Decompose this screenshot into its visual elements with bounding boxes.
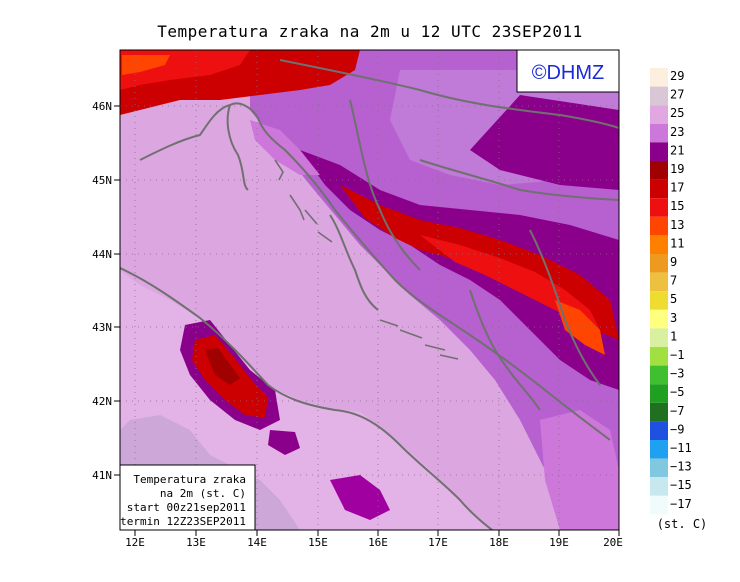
info-box: Temperatura zraka na 2m (st. C) start 00… — [119, 464, 256, 531]
lon-label-18e: 18E — [489, 536, 509, 549]
legend-swatch — [650, 347, 668, 366]
legend-label: 29 — [670, 69, 684, 83]
legend-swatch — [650, 161, 668, 180]
legend-swatch — [650, 458, 668, 478]
legend-label: 19 — [670, 162, 684, 176]
lat-axis: 46N 45N 44N 43N 42N 41N — [92, 100, 120, 482]
montenegro-hot — [555, 300, 605, 355]
legend-swatch — [650, 291, 668, 310]
legend-label: 11 — [670, 236, 684, 250]
legend-label: 25 — [670, 106, 684, 120]
legend-swatch — [650, 216, 668, 236]
color-legend: 29 27 25 23 21 19 17 15 13 11 9 7 5 3 1 −1 −3 −5 −7 −9 −11 −1… — [650, 68, 707, 531]
legend-swatch — [650, 68, 668, 87]
italy-hotspot-3 — [205, 348, 240, 385]
lat-label-42n: 42N — [92, 395, 112, 408]
watermark-text: ©DHMZ — [532, 62, 605, 84]
legend-swatch — [650, 365, 668, 385]
legend-unit: (st. C) — [657, 517, 708, 531]
legend-swatch — [650, 477, 668, 496]
legend-label: 13 — [670, 218, 684, 232]
watermark-box: ©DHMZ — [516, 49, 620, 93]
legend-label: −17 — [670, 497, 692, 511]
lat-label-44n: 44N — [92, 248, 112, 261]
legend-swatch — [650, 272, 668, 292]
lon-label-14e: 14E — [247, 536, 267, 549]
info-line-4: termin 12Z23SEP2011 — [120, 515, 246, 528]
grid-lines — [120, 50, 619, 530]
map-field — [120, 50, 619, 530]
legend-swatch — [650, 384, 668, 403]
lon-label-17e: 17E — [428, 536, 448, 549]
legend-label: 7 — [670, 274, 677, 288]
lat-label-41n: 41N — [92, 469, 112, 482]
legend-label: 3 — [670, 311, 677, 325]
coastlines — [120, 59, 619, 530]
legend-swatch — [650, 309, 668, 329]
legend-swatch — [650, 421, 668, 440]
italy-south-warm — [330, 475, 390, 520]
albania-cool — [540, 410, 619, 530]
legend-label: 1 — [670, 329, 677, 343]
legend-swatch — [650, 402, 668, 422]
legend-label: 23 — [670, 125, 684, 139]
lon-label-13e: 13E — [186, 536, 206, 549]
legend-swatch — [650, 235, 668, 254]
info-line-1: Temperatura zraka — [133, 473, 246, 486]
map-title: Temperatura zraka na 2m u 12 UTC 23SEP20… — [157, 22, 583, 41]
lon-label-20e: 20E — [603, 536, 623, 549]
legend-swatch — [650, 495, 668, 515]
legend-swatch — [650, 86, 668, 106]
legend-swatch — [650, 440, 668, 459]
dinaric-hottest — [420, 235, 600, 330]
legend-swatch — [650, 123, 668, 143]
legend-swatch — [650, 328, 668, 347]
legend-label: 9 — [670, 255, 677, 269]
info-line-2: na 2m (st. C) — [160, 487, 246, 500]
legend-label: −1 — [670, 348, 684, 362]
legend-label: −9 — [670, 422, 684, 436]
legend-swatch — [650, 179, 668, 199]
lon-label-15e: 15E — [308, 536, 328, 549]
plot-frame — [119, 49, 620, 531]
info-line-3: start 00z21sep2011 — [127, 501, 246, 514]
legend-label: −3 — [670, 367, 684, 381]
lon-label-12e: 12E — [125, 536, 145, 549]
lat-label-46n: 46N — [92, 100, 112, 113]
lon-axis: 12E 13E 14E 15E 16E 17E 18E 19E 20E — [125, 530, 623, 549]
islands — [274, 159, 459, 360]
legend-label: 15 — [670, 199, 684, 213]
lon-label-16e: 16E — [368, 536, 388, 549]
legend-swatch — [650, 142, 668, 161]
legend-label: −13 — [670, 460, 692, 474]
alps-hottest — [122, 55, 170, 75]
legend-swatch — [650, 254, 668, 273]
legend-label: 17 — [670, 181, 684, 195]
lon-label-19e: 19E — [549, 536, 569, 549]
lat-label-45n: 45N — [92, 174, 112, 187]
legend-label: −5 — [670, 385, 684, 399]
legend-swatch — [650, 198, 668, 217]
legend-label: −11 — [670, 441, 692, 455]
legend-label: −7 — [670, 404, 684, 418]
italy-south-warm-2 — [268, 430, 300, 455]
legend-label: 21 — [670, 143, 684, 157]
legend-swatch — [650, 105, 668, 124]
legend-label: 27 — [670, 88, 684, 102]
lat-label-43n: 43N — [92, 321, 112, 334]
legend-label: 5 — [670, 292, 677, 306]
legend-label: −15 — [670, 478, 692, 492]
